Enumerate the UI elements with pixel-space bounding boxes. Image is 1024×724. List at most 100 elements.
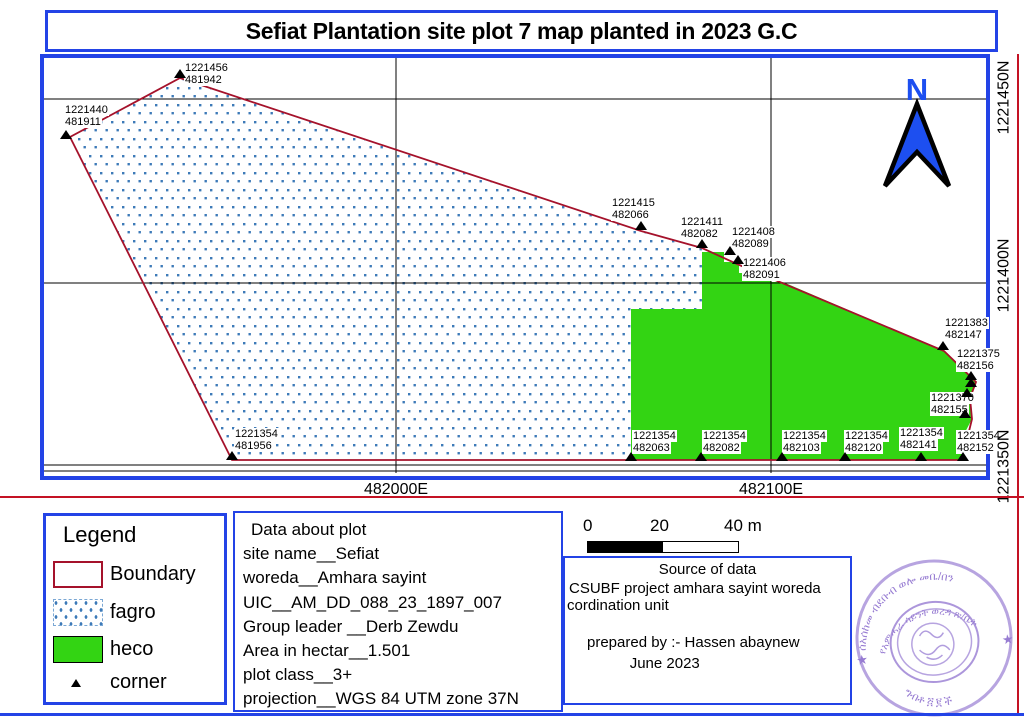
- corner-marker: [959, 409, 971, 418]
- stamp-star-left: ★: [855, 651, 869, 667]
- plot-info-box: Data about plot site name__Sefiat woreda…: [233, 511, 563, 712]
- legend-title: Legend: [63, 522, 137, 547]
- corner-marker: [724, 246, 736, 255]
- corner-marker: [839, 452, 851, 461]
- fagro-swatch: [53, 599, 103, 626]
- stamp-text-inner: የአምሓራ ሳይንት ወረዳ ጽ/ቤት: [872, 600, 982, 657]
- source-line: CSUBF project amhara sayint woreda: [569, 580, 821, 597]
- heco-parcel-polygon: [631, 252, 976, 460]
- corner-label: 1221354 482082: [702, 430, 747, 454]
- marker-easting: 482091: [742, 269, 781, 281]
- plot-info-line: woreda__Amhara sayint: [243, 568, 427, 588]
- marker-northing: 1221383: [944, 317, 989, 329]
- source-box: Source of data CSUBF project amhara sayi…: [563, 556, 852, 705]
- map-title-box: Sefiat Plantation site plot 7 map plante…: [45, 10, 998, 52]
- corner-marker: [625, 452, 637, 461]
- corner-marker: [776, 452, 788, 461]
- source-date: June 2023: [629, 655, 700, 672]
- scalebar-label-20: 20: [650, 516, 669, 535]
- north-arrow: [882, 97, 952, 188]
- scalebar-filled-half: [588, 542, 663, 552]
- y-axis-label: 1221450N: [995, 60, 1013, 135]
- legend: Legend Boundary fagro heco corner: [43, 513, 227, 705]
- corner-marker: [695, 452, 707, 461]
- corner-swatch: [71, 679, 81, 687]
- corner-label: 1221440 481911: [64, 104, 109, 128]
- source-prepared-by: prepared by :- Hassen abaynew: [587, 634, 800, 651]
- x-axis-label: 482100E: [738, 481, 804, 498]
- corner-label: 1221354 482152: [956, 430, 1001, 454]
- boundary-swatch: [53, 561, 103, 588]
- plot-info-line: plot class__3+: [243, 665, 353, 685]
- separator-line: [0, 496, 1024, 498]
- marker-easting: 481911: [64, 116, 102, 128]
- marker-easting: 482082: [680, 228, 719, 240]
- corner-marker: [696, 239, 708, 248]
- stamp-emblem: [918, 630, 951, 660]
- marker-northing: 1221440: [64, 104, 109, 116]
- corner-label: 1221456 481942: [184, 62, 229, 86]
- source-title: Source of data: [658, 561, 757, 578]
- y-axis-label: 1221400N: [995, 238, 1013, 313]
- corner-marker: [174, 69, 186, 78]
- corner-label: 1221383 482147: [944, 317, 989, 341]
- north-arrow-label: N: [905, 72, 929, 107]
- marker-easting: 482141: [899, 439, 938, 451]
- corner-label: 1221354 482063: [632, 430, 677, 454]
- corner-label: 1221354 482103: [782, 430, 827, 454]
- fagro-parcel-polygon: [70, 78, 702, 460]
- x-axis-label: 482000E: [363, 481, 429, 498]
- marker-northing: 1221354: [782, 430, 827, 442]
- marker-easting: 482089: [731, 238, 770, 250]
- plot-info-line: UIC__AM_DD_088_23_1897_007: [243, 592, 502, 612]
- marker-easting: 482103: [782, 442, 821, 454]
- marker-easting: 482147: [944, 329, 983, 341]
- marker-northing: 1221354: [844, 430, 889, 442]
- map-title: Sefiat Plantation site plot 7 map plante…: [245, 17, 798, 44]
- marker-northing: 1221408: [731, 226, 776, 238]
- right-border-line: [1017, 54, 1019, 716]
- marker-easting: 482156: [956, 360, 995, 372]
- plot-info-line: Data about plot: [251, 520, 367, 539]
- marker-northing: 1221354: [632, 430, 677, 442]
- bottom-border-line: [0, 713, 1024, 716]
- legend-item-heco: heco: [110, 638, 154, 660]
- corner-marker: [965, 378, 977, 387]
- corner-marker: [957, 452, 969, 461]
- corner-marker: [60, 130, 72, 139]
- scalebar-label-0: 0: [583, 516, 593, 535]
- marker-northing: 1221354: [956, 430, 1001, 442]
- marker-easting: 481942: [184, 74, 223, 86]
- marker-easting: 481956: [234, 440, 273, 452]
- heco-swatch: [53, 636, 103, 663]
- legend-item-boundary: Boundary: [110, 563, 196, 585]
- corner-label: 1221354 482141: [899, 427, 944, 451]
- corner-marker: [961, 388, 973, 397]
- corner-label: 1221354 481956: [234, 428, 279, 452]
- ink-stamp: ሰአሰከመ ብደቡብ ወሎ መቤ/በን የአምሓራ ሳይንት ወረዳ ጽ/ቤት …: [848, 559, 1015, 717]
- marker-northing: 1221456: [184, 62, 229, 74]
- plot-info-line: Group leader __Derb Zewdu: [243, 616, 459, 636]
- corner-label: 1221406 482091: [742, 257, 787, 281]
- marker-northing: 1221354: [234, 428, 279, 440]
- marker-easting: 482066: [611, 209, 650, 221]
- corner-label: 1221354 482120: [844, 430, 889, 454]
- marker-northing: 1221354: [702, 430, 747, 442]
- corner-marker: [965, 371, 977, 380]
- stamp-star-right: ★: [1001, 631, 1015, 647]
- source-line: cordination unit: [567, 597, 669, 614]
- corner-label: 1221408 482089: [731, 226, 776, 250]
- corner-marker: [226, 451, 238, 460]
- y-axis-label: 1221350N: [995, 429, 1013, 504]
- corner-label: 1221415 482066: [611, 197, 656, 221]
- corner-label: 1221375 482156: [956, 348, 1001, 372]
- marker-northing: 1221411: [680, 216, 725, 228]
- plot-info-line: projection__WGS 84 UTM zone 37N: [243, 689, 519, 709]
- boundary-outline: [68, 77, 978, 461]
- marker-easting: 482120: [844, 442, 883, 454]
- marker-easting: 482082: [702, 442, 741, 454]
- corner-marker: [635, 221, 647, 230]
- marker-easting: 482063: [632, 442, 671, 454]
- marker-northing: 1221415: [611, 197, 656, 209]
- marker-northing: 1221406: [742, 257, 787, 269]
